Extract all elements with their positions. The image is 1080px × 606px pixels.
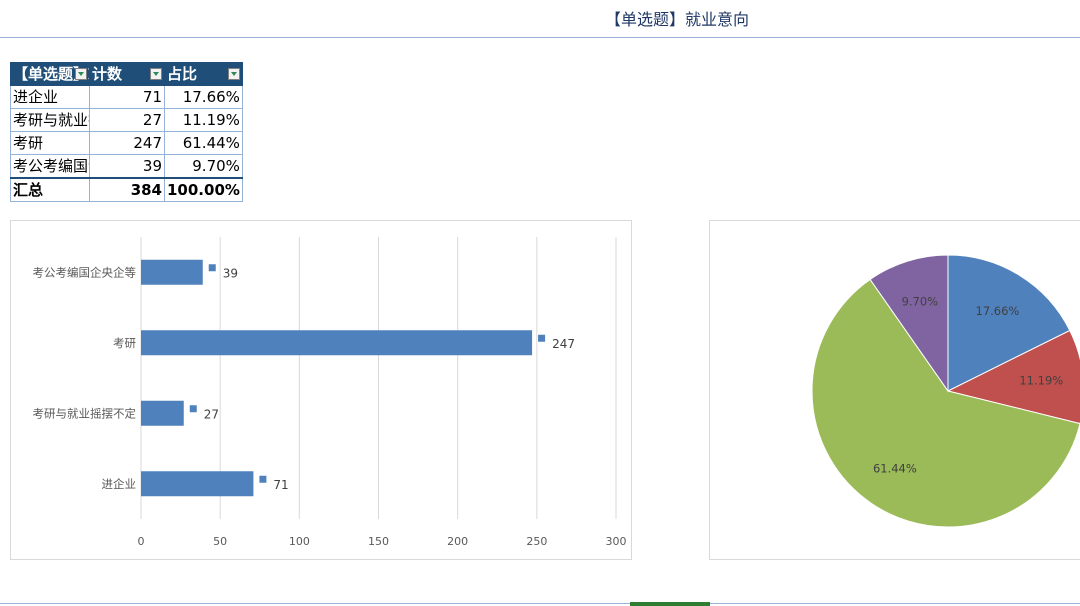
pie-slice [946,329,1080,425]
pivot-table: 【单选题】就业意向 计数 占比 进企业 71 17.66% 考研与就业摇摆不定 … [10,62,243,202]
pivot-header-percent-label: 占比 [167,64,198,83]
pie-slice [869,254,949,393]
bar [141,400,184,426]
x-tick-label: 250 [526,535,547,548]
bar-chart[interactable]: 0 50 100 150 200 250 300 进企业 71 考研与就业摇摆不定 27 考研 247 考… [10,220,632,560]
data-label-marker [189,405,197,413]
title-divider [0,37,1080,38]
filter-dropdown-icon[interactable] [75,68,87,80]
data-label-marker [259,475,267,483]
y-category-label: 考公考编国企央企等 [33,265,137,279]
pie-slice [811,278,1080,528]
pie-data-label: 9.70% [902,294,939,308]
table-row[interactable]: 考研与就业摇摆不定 27 11.19% [10,108,243,132]
row-label[interactable]: 考研与就业摇摆不定 [10,108,90,132]
page-title: 【单选题】就业意向 [604,10,749,29]
pivot-header-row: 【单选题】就业意向 计数 占比 [10,62,243,86]
pie-slice [947,254,1071,392]
row-count[interactable]: 247 [89,131,165,155]
data-label: 27 [204,407,219,421]
bottom-divider [0,603,1080,604]
y-category-label: 进企业 [102,477,137,491]
pie-data-label: 17.66% [976,304,1020,318]
pivot-header-question-label: 【单选题】就业意向 [13,64,89,83]
row-label[interactable]: 考研 [10,131,90,155]
row-count[interactable]: 27 [89,108,165,132]
x-tick-label: 200 [447,535,468,548]
pie-chart-svg: 17.66% 11.19% 61.44% 9.70% [811,254,1080,528]
pie-data-label: 61.44% [873,461,917,475]
row-percent[interactable]: 11.19% [164,108,243,132]
data-label: 71 [273,478,288,492]
data-label-marker [538,334,546,342]
row-percent[interactable]: 61.44% [164,131,243,155]
table-row[interactable]: 考研 247 61.44% [10,131,243,155]
row-count[interactable]: 39 [89,154,165,179]
data-label: 247 [552,337,575,351]
bar [141,471,254,497]
table-row[interactable]: 进企业 71 17.66% [10,85,243,109]
row-percent[interactable]: 9.70% [164,154,243,179]
x-tick-label: 50 [213,535,227,548]
y-category-label: 考研 [113,336,136,350]
table-row[interactable]: 考公考编国企央企等 39 9.70% [10,154,243,179]
data-label-marker [208,264,216,272]
bar-chart-svg: 0 50 100 150 200 250 300 进企业 71 考研与就业摇摆不定 27 考研 247 考… [33,237,627,548]
pie-data-label: 11.19% [1019,374,1063,388]
row-label[interactable]: 进企业 [10,85,90,109]
active-sheet-tab[interactable] [630,602,710,606]
filter-dropdown-icon[interactable] [150,68,162,80]
x-tick-label: 300 [606,535,627,548]
pivot-header-percent[interactable]: 占比 [164,62,243,86]
pie-chart[interactable]: 17.66% 11.19% 61.44% 9.70% [709,220,1080,560]
x-tick-label: 0 [138,535,145,548]
pivot-header-question[interactable]: 【单选题】就业意向 [10,62,90,86]
y-category-label: 考研与就业摇摆不定 [33,406,137,420]
total-percent[interactable]: 100.00% [164,177,243,202]
row-percent[interactable]: 17.66% [164,85,243,109]
total-row[interactable]: 汇总 384 100.00% [10,177,243,202]
bar [141,330,533,356]
pivot-header-count[interactable]: 计数 [89,62,165,86]
data-label: 39 [223,266,238,280]
bar [141,259,203,285]
x-tick-label: 100 [289,535,310,548]
row-label[interactable]: 考公考编国企央企等 [10,154,90,179]
pivot-header-count-label: 计数 [92,64,123,83]
filter-dropdown-icon[interactable] [227,68,240,80]
total-label[interactable]: 汇总 [10,177,90,202]
row-count[interactable]: 71 [89,85,165,109]
x-tick-label: 150 [368,535,389,548]
total-count[interactable]: 384 [89,177,165,202]
